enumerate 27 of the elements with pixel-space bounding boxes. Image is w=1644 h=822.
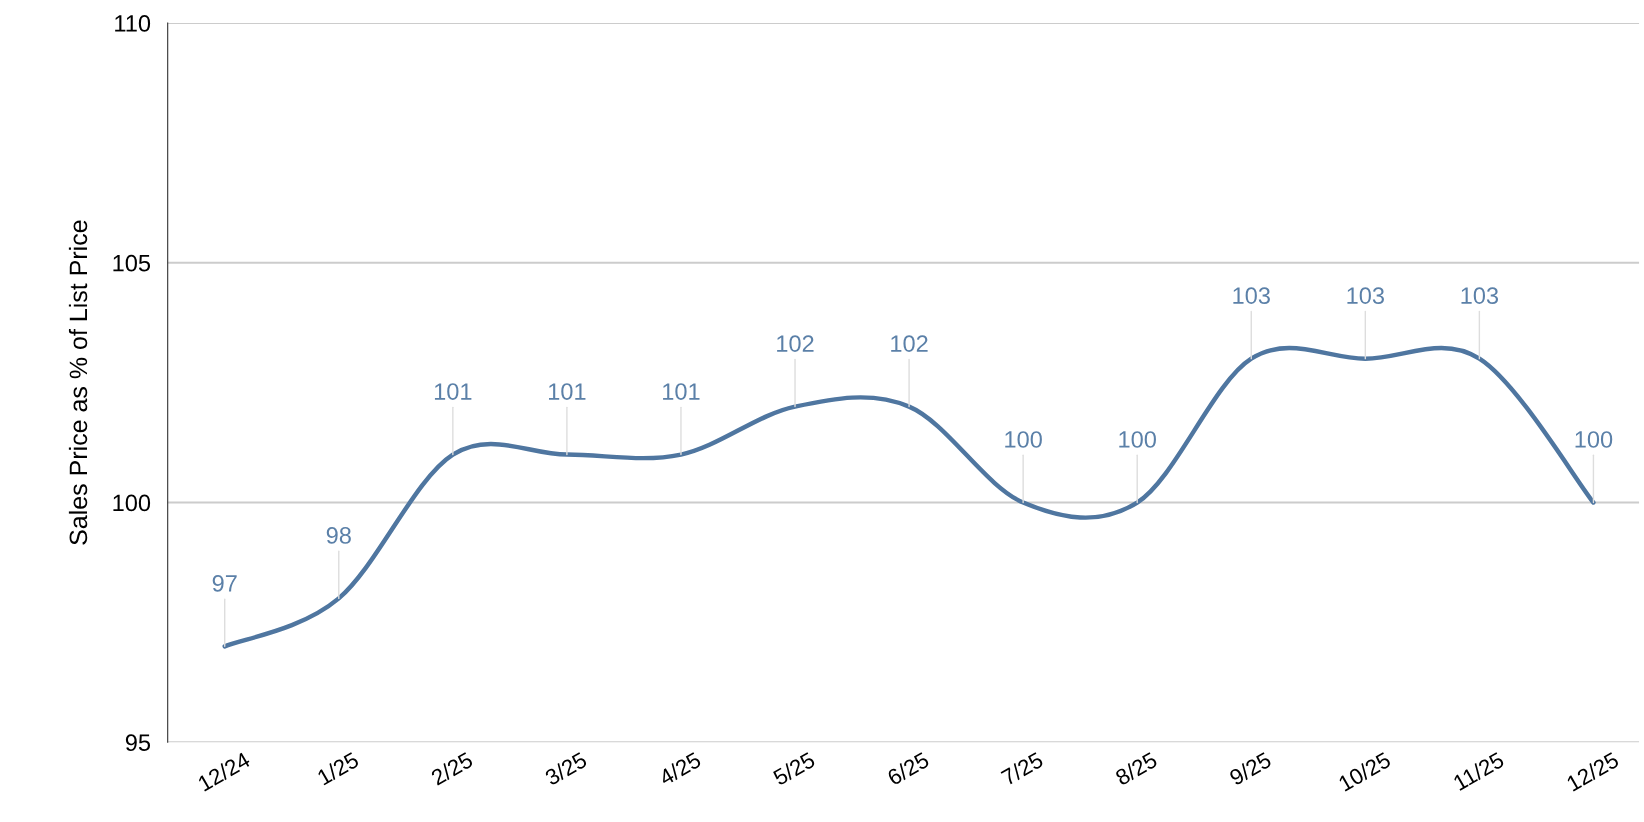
x-tick-label: 9/25 (1228, 751, 1273, 786)
x-tick-label: 5/25 (771, 751, 816, 786)
x-tick-label: 6/25 (886, 751, 930, 786)
data-label: 102 (891, 335, 928, 352)
data-label: 100 (1119, 431, 1156, 448)
data-label: 101 (434, 383, 472, 400)
data-label: 101 (549, 383, 586, 400)
x-tick-label: 3/25 (543, 751, 588, 786)
x-tick-label: 1/25 (316, 751, 360, 786)
data-label: 100 (1005, 431, 1042, 448)
data-label: 103 (1347, 287, 1384, 304)
data-label: 98 (326, 527, 351, 544)
x-tick-label: 4/25 (657, 751, 702, 787)
data-label: 103 (1461, 287, 1499, 304)
y-tick-label: 105 (113, 254, 151, 272)
data-label: 101 (663, 383, 700, 400)
y-tick-label: 110 (115, 15, 151, 32)
x-tick-label: 2/25 (429, 751, 474, 786)
data-label: 102 (777, 335, 814, 352)
data-label: 97 (212, 574, 237, 592)
x-tick-label: 8/25 (1114, 751, 1159, 786)
y-tick-label: 95 (125, 734, 151, 752)
data-label: 103 (1233, 287, 1270, 304)
y-axis-title: Sales Price as % of List Price (68, 220, 88, 545)
data-label: 100 (1575, 431, 1613, 448)
y-tick-label: 100 (113, 494, 151, 512)
x-tick-label: 7/25 (1000, 751, 1045, 786)
